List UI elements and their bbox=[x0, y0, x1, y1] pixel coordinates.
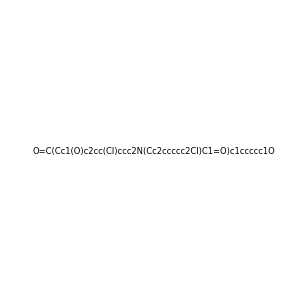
Text: O=C(Cc1(O)c2cc(Cl)ccc2N(Cc2ccccc2Cl)C1=O)c1ccccc1O: O=C(Cc1(O)c2cc(Cl)ccc2N(Cc2ccccc2Cl)C1=O… bbox=[32, 147, 275, 156]
